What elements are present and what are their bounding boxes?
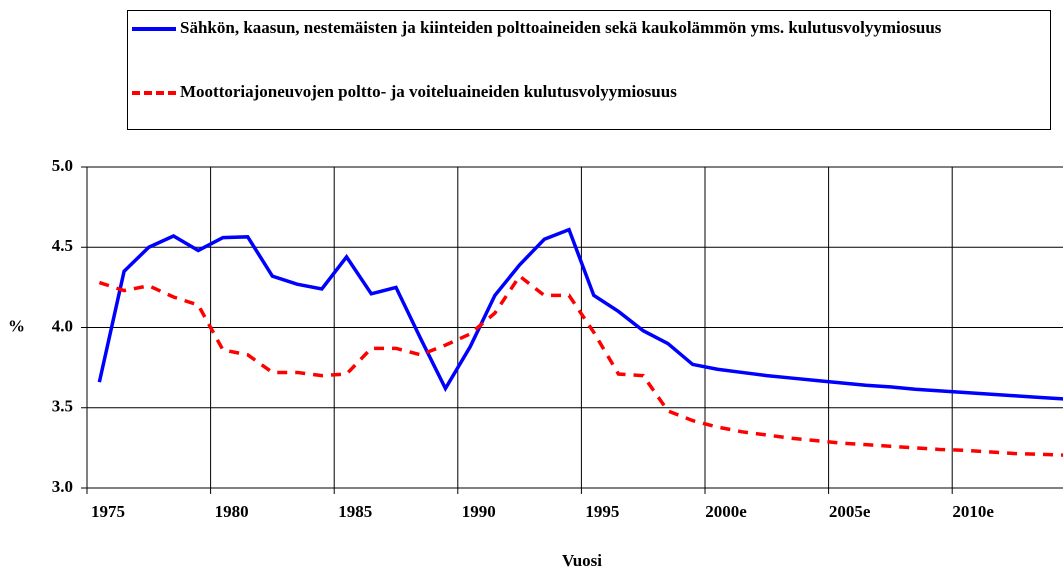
legend-entry: Moottoriajoneuvojen poltto- ja voiteluai… bbox=[128, 81, 1040, 103]
x-tick-label: 2000e bbox=[705, 502, 747, 521]
data-line bbox=[97, 227, 1063, 401]
x-tick-label: 2010e bbox=[952, 502, 994, 521]
legend-label: Sähkön, kaasun, nestemäisten ja kiinteid… bbox=[180, 18, 942, 37]
x-tick-label: 2005e bbox=[829, 502, 871, 521]
legend-key bbox=[128, 81, 180, 103]
y-axis-label: % bbox=[8, 316, 25, 335]
y-tick-label: 4.0 bbox=[52, 316, 73, 335]
y-tick-label: 5.0 bbox=[52, 156, 73, 175]
x-tick-label: 1990 bbox=[462, 502, 496, 521]
legend-entry: Sähkön, kaasun, nestemäisten ja kiinteid… bbox=[128, 17, 1040, 39]
data-line bbox=[98, 273, 1063, 457]
x-tick-label: 1995 bbox=[585, 502, 619, 521]
x-tick-label: 1975 bbox=[91, 502, 125, 521]
x-tick-label: 1985 bbox=[338, 502, 372, 521]
y-tick-label: 3.5 bbox=[52, 397, 73, 416]
y-tick-label: 4.5 bbox=[52, 236, 73, 255]
legend-label: Moottoriajoneuvojen poltto- ja voiteluai… bbox=[180, 82, 677, 101]
y-tick-label: 3.0 bbox=[52, 477, 73, 496]
x-tick-label: 1980 bbox=[215, 502, 249, 521]
x-axis-label: Vuosi bbox=[562, 551, 602, 570]
legend-key bbox=[128, 17, 180, 39]
legend: Sähkön, kaasun, nestemäisten ja kiinteid… bbox=[127, 10, 1051, 130]
